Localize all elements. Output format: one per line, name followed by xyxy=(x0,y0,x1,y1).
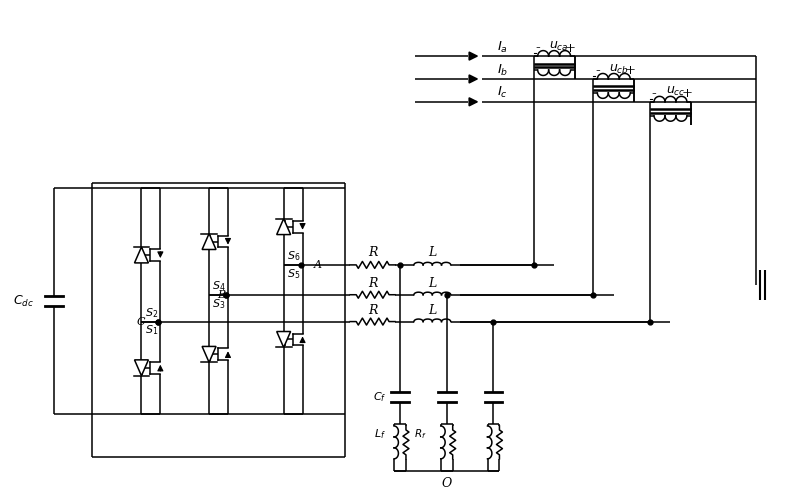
Text: $S_2$: $S_2$ xyxy=(145,306,158,320)
Text: $S_6$: $S_6$ xyxy=(287,249,300,263)
Text: $I_a$: $I_a$ xyxy=(498,40,509,55)
Text: $S_3$: $S_3$ xyxy=(212,297,226,311)
Text: $S_4$: $S_4$ xyxy=(212,279,226,292)
Text: L: L xyxy=(428,304,437,317)
Text: R: R xyxy=(368,247,378,259)
Text: $I_b$: $I_b$ xyxy=(498,62,509,78)
Text: R: R xyxy=(368,304,378,317)
Polygon shape xyxy=(134,360,149,376)
Text: $S_1$: $S_1$ xyxy=(145,324,158,337)
Text: $C_f$: $C_f$ xyxy=(373,390,386,404)
Polygon shape xyxy=(277,331,290,347)
Text: +: + xyxy=(682,87,692,100)
Text: C: C xyxy=(137,317,146,327)
Text: O: O xyxy=(442,477,452,490)
Text: A: A xyxy=(314,260,322,270)
Text: L: L xyxy=(428,277,437,290)
Text: $S_5$: $S_5$ xyxy=(287,267,300,281)
Text: $u_{ca}$: $u_{ca}$ xyxy=(550,40,569,53)
Text: +: + xyxy=(565,41,576,55)
Polygon shape xyxy=(277,219,290,235)
Text: -: - xyxy=(595,64,600,78)
Text: $I_c$: $I_c$ xyxy=(498,85,508,100)
Text: $u_{cb}$: $u_{cb}$ xyxy=(609,62,629,76)
Text: R: R xyxy=(368,277,378,290)
Text: B: B xyxy=(217,289,225,300)
Text: $L_f$: $L_f$ xyxy=(374,427,386,441)
Text: L: L xyxy=(428,247,437,259)
Polygon shape xyxy=(202,346,216,362)
Text: $R_f$: $R_f$ xyxy=(414,427,426,441)
Text: +: + xyxy=(625,65,636,78)
Text: -: - xyxy=(652,87,657,101)
Text: -: - xyxy=(535,41,540,55)
Text: $C_{dc}$: $C_{dc}$ xyxy=(13,293,34,309)
Text: $u_{cc}$: $u_{cc}$ xyxy=(666,85,685,98)
Polygon shape xyxy=(202,234,216,249)
Polygon shape xyxy=(134,247,149,263)
